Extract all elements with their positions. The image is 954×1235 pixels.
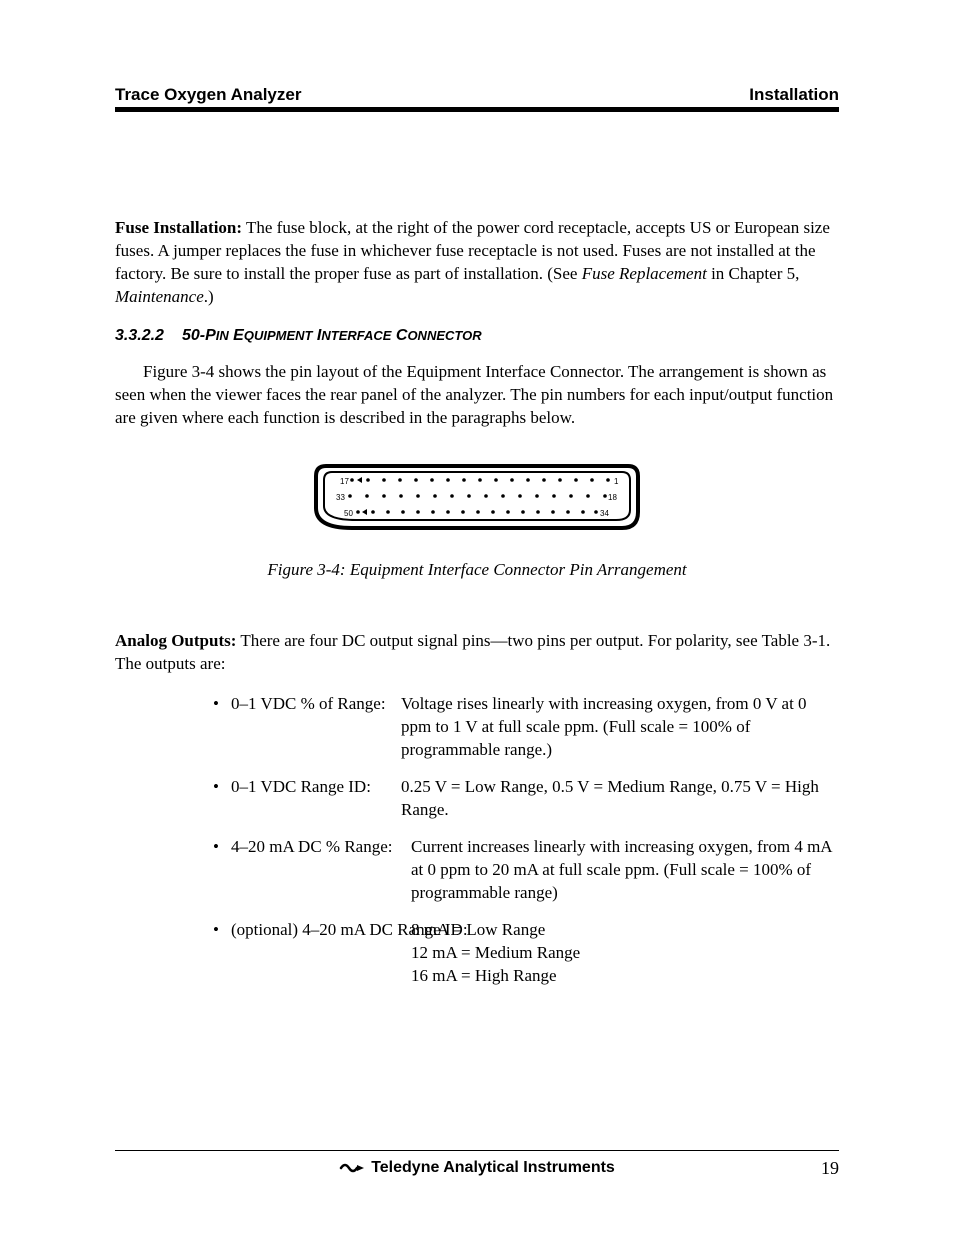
analog-paragraph: Analog Outputs: There are four DC output… [115, 630, 839, 676]
header-left: Trace Oxygen Analyzer [115, 85, 301, 105]
pin-34: 34 [600, 509, 609, 518]
pin-row-mid [348, 494, 607, 498]
page-number: 19 [821, 1158, 839, 1179]
bullet-icon: • [213, 776, 231, 822]
pin-18: 18 [608, 493, 617, 502]
pin-33: 33 [336, 493, 345, 502]
sect-t7: C [391, 327, 407, 344]
pin-1: 1 [614, 477, 619, 486]
fuse-mid: in Chapter 5, [707, 264, 800, 283]
list-item: • 0–1 VDC % of Range: Voltage rises line… [213, 693, 839, 762]
sect-t3: E [229, 327, 244, 344]
pin-17: 17 [340, 477, 349, 486]
bullet-list: • 0–1 VDC % of Range: Voltage rises line… [213, 693, 839, 987]
pin-row-top [350, 478, 610, 482]
list-item: • (optional) 4–20 mA DC Range ID: 8 mA =… [213, 919, 839, 988]
page-header: Trace Oxygen Analyzer Installation [115, 85, 839, 107]
intro-paragraph: Figure 3-4 shows the pin layout of the E… [115, 361, 839, 430]
section-heading: 3.3.2.250-PIN EQUIPMENT INTERFACE CONNEC… [115, 327, 839, 345]
bullet-icon: • [213, 919, 231, 988]
sect-t2: IN [216, 328, 229, 343]
bullet-desc-1: 0.25 V = Low Range, 0.5 V = Medium Range… [401, 776, 839, 822]
fuse-label: Fuse Installation: [115, 218, 242, 237]
bullet-icon: • [213, 693, 231, 762]
connector-figure: 17 1 33 18 50 34 [115, 458, 839, 538]
footer-rule [115, 1150, 839, 1151]
connector-svg: 17 1 33 18 50 34 [312, 458, 642, 538]
sect-t1: 50-P [182, 327, 216, 344]
fuse-ref1: Fuse Replacement [582, 264, 707, 283]
fuse-end: .) [204, 287, 214, 306]
bullet-label-1: 0–1 VDC Range ID: [231, 776, 371, 799]
list-item: • 4–20 mA DC % Range: Current increases … [213, 836, 839, 905]
figure-caption: Figure 3-4: Equipment Interface Connecto… [115, 560, 839, 580]
bullet-label-2: 4–20 mA DC % Range: [231, 836, 393, 859]
bullet-icon: • [213, 836, 231, 905]
bullet-desc-2: Current increases linearly with increasi… [411, 836, 839, 905]
sect-t6: NTERFACE [321, 328, 391, 343]
header-right: Installation [749, 85, 839, 105]
pin-row-bot [356, 510, 598, 514]
sect-t8: ONNECTOR [407, 328, 481, 343]
fuse-paragraph: Fuse Installation: The fuse block, at th… [115, 217, 839, 309]
bullet-label-0: 0–1 VDC % of Range: [231, 693, 386, 716]
teledyne-logo-icon [339, 1160, 365, 1176]
fuse-ref2: Maintenance [115, 287, 204, 306]
footer-company: Teledyne Analytical Instruments [371, 1159, 615, 1177]
list-item: • 0–1 VDC Range ID: 0.25 V = Low Range, … [213, 776, 839, 822]
bullet-desc-0: Voltage rises linearly with increasing o… [401, 693, 839, 762]
pin-50: 50 [344, 509, 353, 518]
header-rule [115, 107, 839, 112]
page-footer: Teledyne Analytical Instruments 19 [115, 1150, 839, 1177]
section-number: 3.3.2.2 [115, 327, 164, 344]
sect-t4: QUIPMENT [244, 328, 313, 343]
analog-label: Analog Outputs: [115, 631, 236, 650]
